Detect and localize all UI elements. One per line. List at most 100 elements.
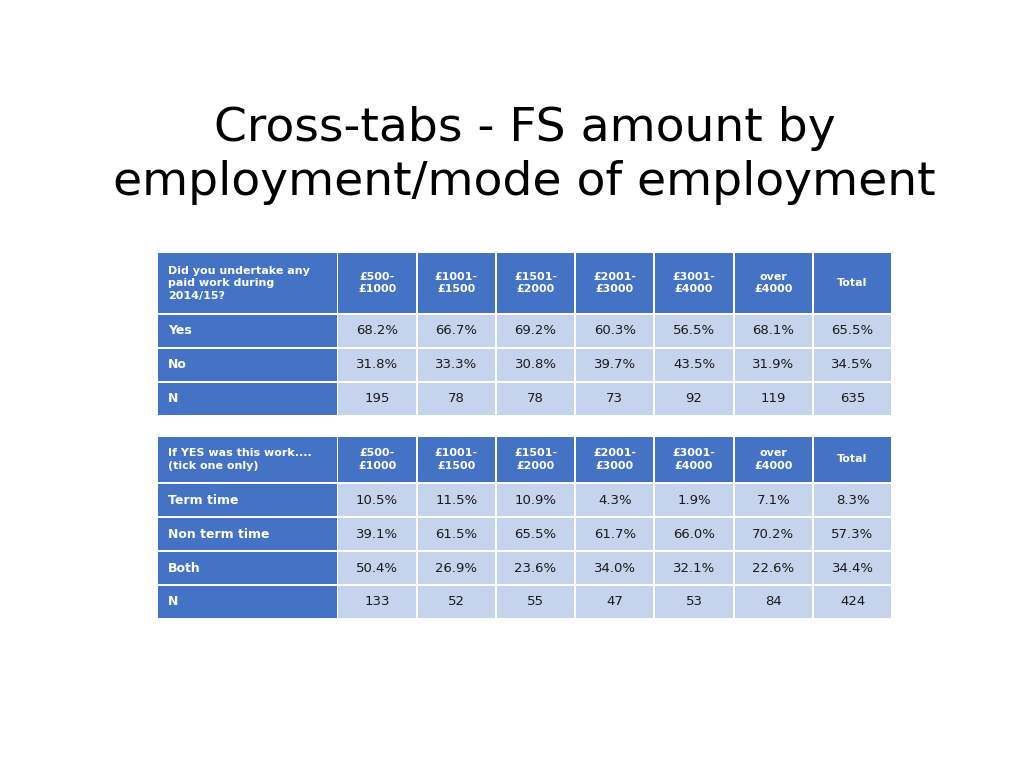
Text: 61.5%: 61.5% bbox=[435, 528, 477, 541]
FancyBboxPatch shape bbox=[418, 518, 495, 550]
Text: £1001-
£1500: £1001- £1500 bbox=[435, 272, 478, 294]
FancyBboxPatch shape bbox=[814, 485, 891, 516]
Text: 78: 78 bbox=[447, 392, 465, 406]
FancyBboxPatch shape bbox=[655, 253, 733, 313]
Text: 32.1%: 32.1% bbox=[673, 561, 715, 574]
Text: 31.8%: 31.8% bbox=[356, 358, 398, 371]
FancyBboxPatch shape bbox=[814, 518, 891, 550]
Text: 61.7%: 61.7% bbox=[594, 528, 636, 541]
Text: 33.3%: 33.3% bbox=[435, 358, 477, 371]
Text: 10.9%: 10.9% bbox=[514, 494, 557, 507]
Text: 68.2%: 68.2% bbox=[356, 324, 398, 337]
FancyBboxPatch shape bbox=[418, 382, 495, 415]
Text: £1501-
£2000: £1501- £2000 bbox=[514, 449, 557, 471]
FancyBboxPatch shape bbox=[734, 436, 812, 482]
Text: 43.5%: 43.5% bbox=[673, 358, 715, 371]
Text: N: N bbox=[168, 595, 178, 608]
Text: 34.4%: 34.4% bbox=[831, 561, 873, 574]
FancyBboxPatch shape bbox=[418, 485, 495, 516]
FancyBboxPatch shape bbox=[655, 382, 733, 415]
FancyBboxPatch shape bbox=[418, 436, 495, 482]
FancyBboxPatch shape bbox=[418, 586, 495, 618]
Text: Cross-tabs - FS amount by
employment/mode of employment: Cross-tabs - FS amount by employment/mod… bbox=[114, 106, 936, 205]
FancyBboxPatch shape bbox=[159, 436, 337, 482]
Text: Total: Total bbox=[838, 455, 867, 465]
FancyBboxPatch shape bbox=[814, 349, 891, 381]
Text: 57.3%: 57.3% bbox=[831, 528, 873, 541]
FancyBboxPatch shape bbox=[159, 552, 337, 584]
Text: over
£4000: over £4000 bbox=[754, 449, 793, 471]
Text: 34.0%: 34.0% bbox=[594, 561, 636, 574]
FancyBboxPatch shape bbox=[655, 552, 733, 584]
FancyBboxPatch shape bbox=[497, 349, 574, 381]
FancyBboxPatch shape bbox=[814, 552, 891, 584]
Text: 73: 73 bbox=[606, 392, 624, 406]
FancyBboxPatch shape bbox=[577, 253, 653, 313]
Text: Term time: Term time bbox=[168, 494, 239, 507]
Text: 119: 119 bbox=[761, 392, 786, 406]
FancyBboxPatch shape bbox=[159, 315, 337, 347]
Text: £1001-
£1500: £1001- £1500 bbox=[435, 449, 478, 471]
FancyBboxPatch shape bbox=[497, 518, 574, 550]
Text: 65.5%: 65.5% bbox=[831, 324, 873, 337]
Text: 7.1%: 7.1% bbox=[757, 494, 791, 507]
Text: Did you undertake any
paid work during
2014/15?: Did you undertake any paid work during 2… bbox=[168, 266, 310, 300]
FancyBboxPatch shape bbox=[577, 518, 653, 550]
FancyBboxPatch shape bbox=[577, 485, 653, 516]
Text: 69.2%: 69.2% bbox=[514, 324, 557, 337]
Text: 31.9%: 31.9% bbox=[753, 358, 795, 371]
FancyBboxPatch shape bbox=[655, 518, 733, 550]
Text: 39.1%: 39.1% bbox=[356, 528, 398, 541]
Text: 10.5%: 10.5% bbox=[356, 494, 398, 507]
Text: 50.4%: 50.4% bbox=[356, 561, 398, 574]
FancyBboxPatch shape bbox=[497, 485, 574, 516]
Text: £2001-
£3000: £2001- £3000 bbox=[593, 272, 636, 294]
FancyBboxPatch shape bbox=[577, 586, 653, 618]
FancyBboxPatch shape bbox=[814, 382, 891, 415]
FancyBboxPatch shape bbox=[655, 349, 733, 381]
Text: 70.2%: 70.2% bbox=[753, 528, 795, 541]
FancyBboxPatch shape bbox=[734, 382, 812, 415]
Text: 133: 133 bbox=[365, 595, 390, 608]
FancyBboxPatch shape bbox=[814, 436, 891, 482]
FancyBboxPatch shape bbox=[655, 315, 733, 347]
FancyBboxPatch shape bbox=[577, 382, 653, 415]
FancyBboxPatch shape bbox=[497, 552, 574, 584]
FancyBboxPatch shape bbox=[497, 315, 574, 347]
Text: 424: 424 bbox=[840, 595, 865, 608]
Text: Total: Total bbox=[838, 278, 867, 288]
FancyBboxPatch shape bbox=[159, 518, 337, 550]
Text: Yes: Yes bbox=[168, 324, 193, 337]
FancyBboxPatch shape bbox=[497, 586, 574, 618]
Text: 66.0%: 66.0% bbox=[673, 528, 715, 541]
FancyBboxPatch shape bbox=[418, 315, 495, 347]
FancyBboxPatch shape bbox=[418, 349, 495, 381]
Text: £2001-
£3000: £2001- £3000 bbox=[593, 449, 636, 471]
FancyBboxPatch shape bbox=[734, 349, 812, 381]
FancyBboxPatch shape bbox=[655, 586, 733, 618]
FancyBboxPatch shape bbox=[159, 586, 337, 618]
Text: 39.7%: 39.7% bbox=[594, 358, 636, 371]
Text: 65.5%: 65.5% bbox=[514, 528, 557, 541]
FancyBboxPatch shape bbox=[734, 518, 812, 550]
FancyBboxPatch shape bbox=[577, 552, 653, 584]
FancyBboxPatch shape bbox=[338, 586, 416, 618]
FancyBboxPatch shape bbox=[338, 485, 416, 516]
FancyBboxPatch shape bbox=[497, 436, 574, 482]
FancyBboxPatch shape bbox=[418, 552, 495, 584]
Text: 55: 55 bbox=[527, 595, 544, 608]
Text: N: N bbox=[168, 392, 178, 406]
FancyBboxPatch shape bbox=[814, 315, 891, 347]
Text: 66.7%: 66.7% bbox=[435, 324, 477, 337]
Text: Both: Both bbox=[168, 561, 201, 574]
FancyBboxPatch shape bbox=[159, 253, 337, 313]
FancyBboxPatch shape bbox=[814, 586, 891, 618]
FancyBboxPatch shape bbox=[338, 518, 416, 550]
FancyBboxPatch shape bbox=[814, 253, 891, 313]
FancyBboxPatch shape bbox=[338, 382, 416, 415]
FancyBboxPatch shape bbox=[734, 586, 812, 618]
Text: 78: 78 bbox=[527, 392, 544, 406]
Text: 92: 92 bbox=[686, 392, 702, 406]
Text: 11.5%: 11.5% bbox=[435, 494, 477, 507]
Text: Non term time: Non term time bbox=[168, 528, 269, 541]
